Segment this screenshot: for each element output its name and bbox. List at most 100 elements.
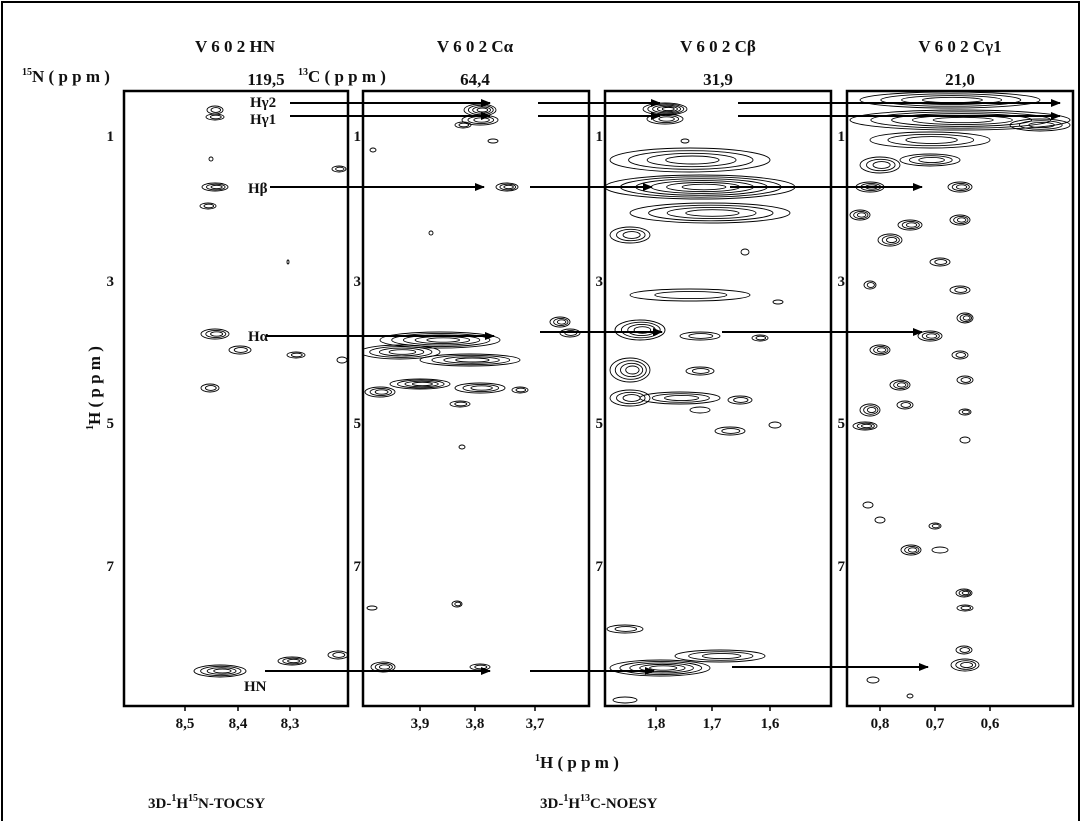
contour (901, 220, 920, 230)
contour (426, 337, 461, 343)
strip-frame (603, 89, 833, 708)
x-tick-label: 8,5 (176, 716, 195, 732)
contour (374, 389, 389, 395)
contour (627, 323, 656, 337)
contour (629, 662, 694, 674)
contour (286, 259, 290, 265)
strip-frame (361, 89, 591, 708)
contour (688, 333, 714, 339)
spectrum-strip (193, 105, 348, 678)
y-tick-label: 1 (354, 129, 362, 145)
superscript: 15 (22, 67, 32, 78)
contour (205, 329, 227, 339)
contour (649, 665, 678, 671)
contour (503, 184, 514, 190)
contour (949, 285, 971, 295)
contour (959, 313, 972, 323)
contour (628, 150, 754, 170)
contour (680, 138, 690, 144)
y-tick-label: 7 (107, 559, 115, 575)
contour (639, 663, 686, 673)
contour (859, 91, 1041, 109)
contour (1009, 118, 1071, 132)
contour (609, 147, 771, 173)
contour (866, 158, 896, 172)
contour (633, 326, 652, 334)
text-part: C-NOESY (590, 796, 658, 812)
experiment-label: 3D-1H15N-TOCSY (148, 793, 265, 812)
text-part: H ( p p m ) (85, 346, 104, 425)
contour (733, 397, 749, 403)
contour (772, 299, 784, 305)
text-part: 3D- (540, 796, 563, 812)
contour (213, 668, 232, 674)
contour (625, 365, 640, 375)
x-tick-label: 0,6 (981, 716, 1000, 732)
contour (495, 182, 519, 192)
strip-frame (122, 89, 350, 708)
strip-title: V 6 0 2 Cα (437, 37, 514, 56)
contour (740, 248, 750, 256)
contour (379, 331, 501, 349)
contour (956, 217, 967, 223)
contour (880, 93, 1022, 107)
contour (470, 385, 493, 391)
contour (282, 657, 304, 665)
contour (849, 209, 871, 221)
contour (956, 375, 974, 385)
atom-label: HN (244, 679, 267, 695)
contour (958, 408, 972, 416)
superscript: 1 (171, 793, 176, 804)
contour (614, 626, 638, 632)
y-tick-label: 1 (838, 129, 846, 145)
contour (204, 385, 217, 391)
contour (896, 400, 914, 410)
contour (904, 545, 920, 555)
contour (859, 156, 901, 174)
contour (951, 182, 970, 192)
x-tick-label: 8,3 (281, 716, 300, 732)
contour (454, 601, 462, 607)
shift-label: 13C ( p p m ) (298, 67, 386, 86)
contour (701, 652, 742, 660)
text-part: N-TOCSY (198, 796, 265, 812)
superscript: 1 (563, 793, 568, 804)
contour (331, 165, 347, 173)
contour (685, 366, 715, 376)
contour (869, 344, 891, 356)
contour (727, 395, 753, 405)
contour (458, 122, 470, 128)
contour (960, 377, 972, 383)
contour (906, 222, 918, 228)
contour (950, 658, 980, 672)
superscript: 13 (580, 793, 590, 804)
contour (856, 212, 867, 218)
contour (956, 604, 974, 612)
contour (454, 382, 506, 394)
contour (751, 334, 769, 342)
contour (363, 344, 441, 360)
contour (388, 349, 417, 355)
contour (893, 380, 909, 390)
contour (906, 693, 914, 699)
contour (887, 133, 975, 147)
contour (206, 667, 237, 675)
contour (918, 156, 945, 164)
contour (661, 106, 675, 112)
contour (863, 405, 879, 415)
x-tick-label: 0,7 (926, 716, 945, 732)
contour (200, 328, 230, 340)
spectrum-strip (605, 102, 796, 704)
contour (931, 523, 940, 529)
contour (870, 111, 1052, 129)
contour (862, 501, 874, 509)
contour (614, 360, 647, 380)
contour (889, 379, 911, 391)
contour (955, 352, 967, 358)
strip-title: V 6 0 2 Cγ1 (918, 37, 1001, 56)
contour (462, 383, 500, 393)
contour (666, 181, 741, 193)
contour (210, 107, 222, 113)
